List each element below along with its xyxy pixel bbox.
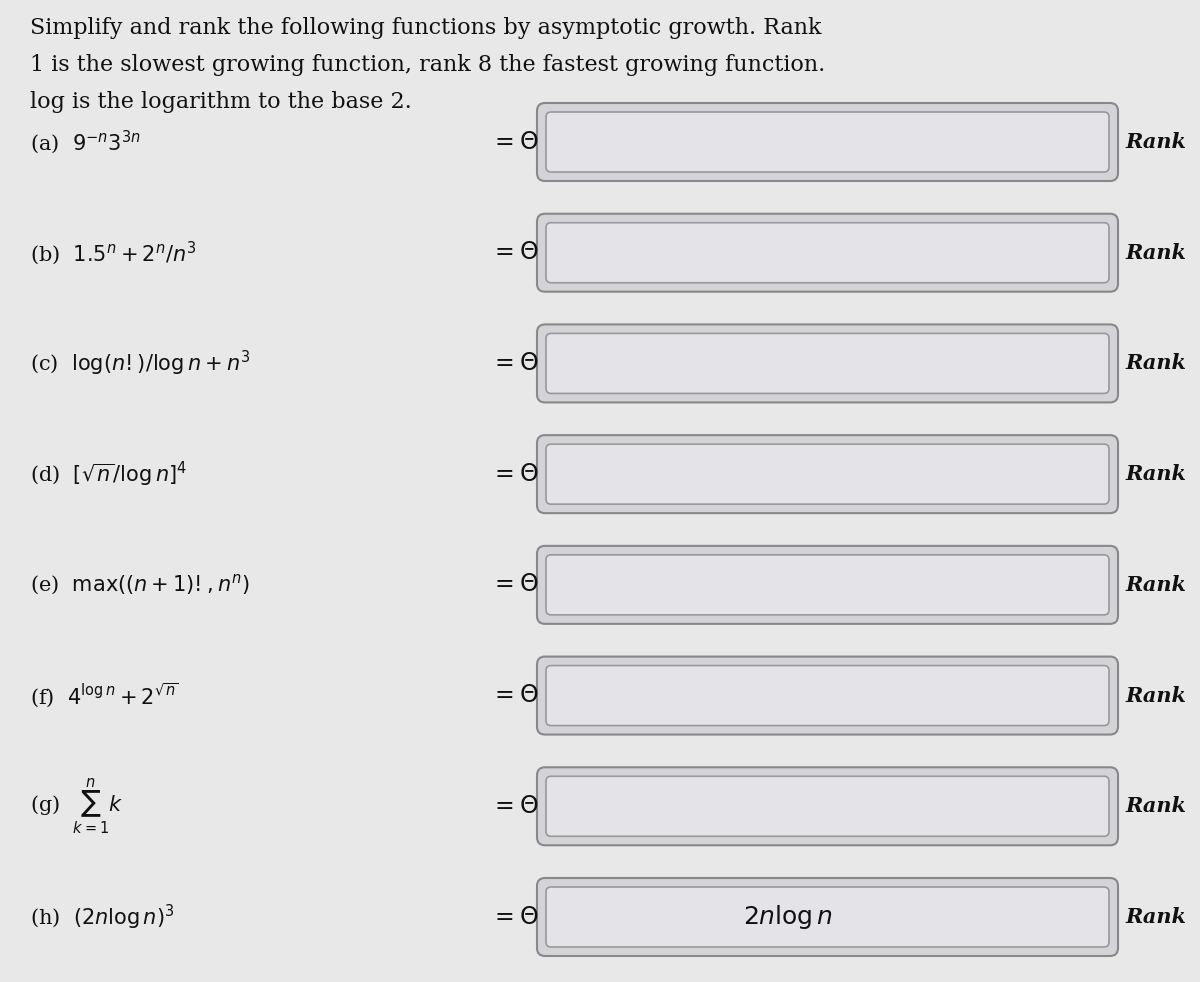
Text: $2n \log n$: $2n \log n$ xyxy=(743,903,833,931)
Text: Rank: Rank xyxy=(1126,796,1186,816)
FancyBboxPatch shape xyxy=(538,546,1118,624)
Text: (b)  $1.5^n + 2^n/n^3$: (b) $1.5^n + 2^n/n^3$ xyxy=(30,239,197,266)
Text: log is the logarithm to the base 2.: log is the logarithm to the base 2. xyxy=(30,91,412,113)
Text: Rank: Rank xyxy=(1126,907,1186,927)
FancyBboxPatch shape xyxy=(538,767,1118,846)
Text: $= \Theta$: $= \Theta$ xyxy=(490,352,539,375)
Text: (e)  $\max((n+1)!, n^n)$: (e) $\max((n+1)!, n^n)$ xyxy=(30,573,250,597)
FancyBboxPatch shape xyxy=(546,444,1109,504)
Text: Rank: Rank xyxy=(1126,464,1186,484)
FancyBboxPatch shape xyxy=(546,666,1109,726)
FancyBboxPatch shape xyxy=(538,435,1118,514)
FancyBboxPatch shape xyxy=(546,555,1109,615)
Text: $= \Theta$: $= \Theta$ xyxy=(490,794,539,818)
Text: (h)  $(2n\log n)^3$: (h) $(2n\log n)^3$ xyxy=(30,902,174,932)
FancyBboxPatch shape xyxy=(538,878,1118,956)
Text: Simplify and rank the following functions by asymptotic growth. Rank: Simplify and rank the following function… xyxy=(30,17,822,39)
FancyBboxPatch shape xyxy=(546,223,1109,283)
Text: Rank: Rank xyxy=(1126,132,1186,152)
Text: (a)  $9^{-n} 3^{3n}$: (a) $9^{-n} 3^{3n}$ xyxy=(30,129,140,156)
Text: (d)  $[\sqrt{n}/\log n]^4$: (d) $[\sqrt{n}/\log n]^4$ xyxy=(30,460,187,489)
Text: $= \Theta$: $= \Theta$ xyxy=(490,905,539,929)
FancyBboxPatch shape xyxy=(538,657,1118,735)
Text: (c)  $\log(n!)/\log n + n^3$: (c) $\log(n!)/\log n + n^3$ xyxy=(30,349,251,378)
Text: $= \Theta$: $= \Theta$ xyxy=(490,573,539,596)
FancyBboxPatch shape xyxy=(546,887,1109,947)
Text: (f)  $4^{\log n} + 2^{\sqrt{n}}$: (f) $4^{\log n} + 2^{\sqrt{n}}$ xyxy=(30,682,179,709)
FancyBboxPatch shape xyxy=(546,777,1109,837)
Text: $= \Theta$: $= \Theta$ xyxy=(490,242,539,264)
Text: Rank: Rank xyxy=(1126,574,1186,595)
Text: $= \Theta$: $= \Theta$ xyxy=(490,684,539,707)
Text: $= \Theta$: $= \Theta$ xyxy=(490,463,539,486)
FancyBboxPatch shape xyxy=(546,112,1109,172)
Text: (g)  $\sum_{k=1}^{n} k$: (g) $\sum_{k=1}^{n} k$ xyxy=(30,777,124,836)
FancyBboxPatch shape xyxy=(538,324,1118,403)
Text: 1 is the slowest growing function, rank 8 the fastest growing function.: 1 is the slowest growing function, rank … xyxy=(30,54,826,76)
Text: Rank: Rank xyxy=(1126,685,1186,706)
FancyBboxPatch shape xyxy=(546,334,1109,394)
Text: Rank: Rank xyxy=(1126,243,1186,263)
FancyBboxPatch shape xyxy=(538,214,1118,292)
Text: $= \Theta$: $= \Theta$ xyxy=(490,131,539,153)
FancyBboxPatch shape xyxy=(538,103,1118,181)
Text: Rank: Rank xyxy=(1126,354,1186,373)
